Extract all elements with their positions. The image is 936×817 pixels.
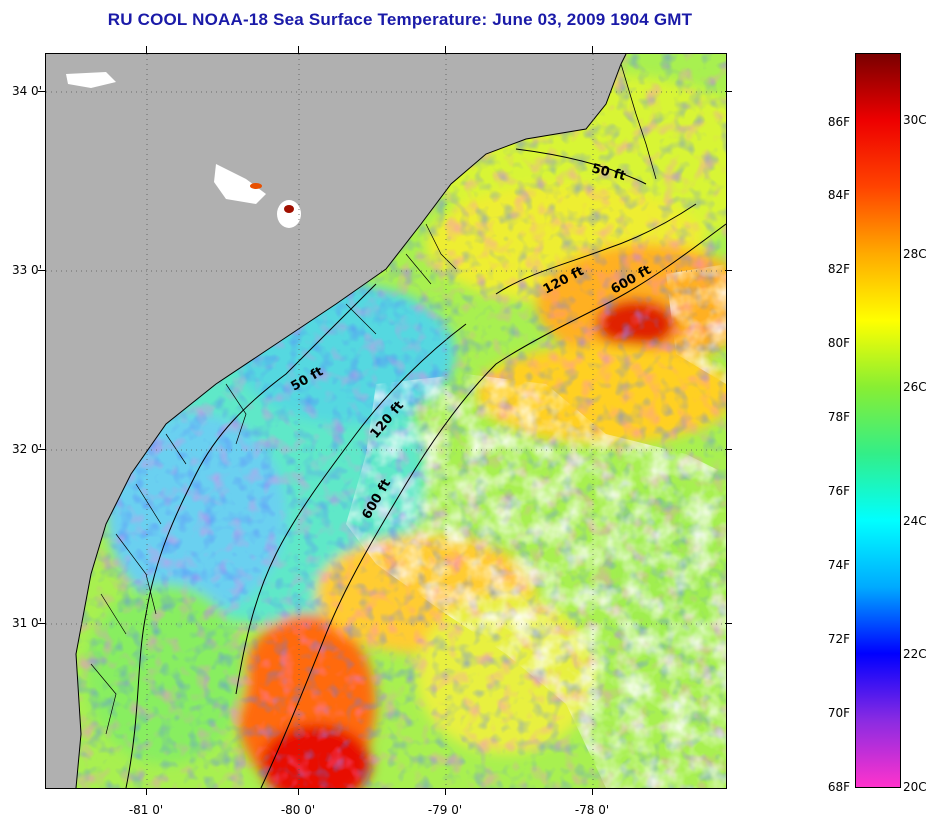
latitude-label-31: 31 0' <box>11 616 42 630</box>
sst-map: 50 ft 120 ft 600 ft 50 ft 120 ft 600 ft <box>45 53 727 789</box>
inland-water <box>277 200 301 228</box>
map-title: RU COOL NOAA-18 Sea Surface Temperature:… <box>107 10 693 29</box>
colorbar-label-76f: 76F <box>827 484 850 498</box>
colorbar-label-80f: 80F <box>827 336 850 350</box>
colorbar-label-30c: 30C <box>903 113 927 127</box>
colorbar-label-82f: 82F <box>827 262 850 276</box>
colorbar-label-84f: 84F <box>827 188 850 202</box>
longitude-label-81: -81 0' <box>128 803 164 817</box>
sst-map-canvas: 50 ft 120 ft 600 ft 50 ft 120 ft 600 ft <box>46 54 726 788</box>
latitude-label-34: 34 0' <box>11 84 42 98</box>
isobath-50ft <box>125 148 647 788</box>
colorbar-label-24c: 24C <box>903 514 927 528</box>
temperature-colorbar <box>855 53 901 788</box>
colorbar-label-22c: 22C <box>903 647 927 661</box>
colorbar-label-70f: 70F <box>827 706 850 720</box>
colorbar-label-86f: 86F <box>827 115 850 129</box>
longitude-label-78: -78 0' <box>574 803 610 817</box>
isobath-120ft <box>235 203 697 695</box>
colorbar-label-26c: 26C <box>903 380 927 394</box>
longitude-label-79: -79 0' <box>427 803 463 817</box>
colorbar-label-20c: 20C <box>903 780 927 794</box>
colorbar-label-28c: 28C <box>903 247 927 261</box>
latitude-label-32: 32 0' <box>11 442 42 456</box>
isobath-600ft <box>260 223 726 788</box>
inland-water <box>66 72 116 88</box>
longitude-label-80: -80 0' <box>280 803 316 817</box>
coastline <box>75 54 627 788</box>
graticule <box>46 54 726 788</box>
colorbar-label-68f: 68F <box>827 780 850 794</box>
inland-water <box>214 164 266 204</box>
colorbar-label-74f: 74F <box>827 558 850 572</box>
colorbar-label-78f: 78F <box>827 410 850 424</box>
colorbar-label-72f: 72F <box>827 632 850 646</box>
latitude-label-33: 33 0' <box>11 263 42 277</box>
